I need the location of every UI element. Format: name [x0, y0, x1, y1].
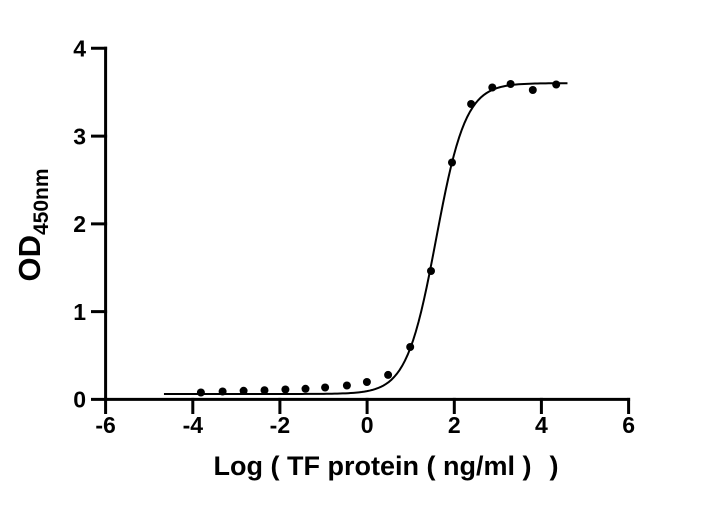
- svg-text:4: 4: [535, 412, 548, 438]
- svg-text:-4: -4: [183, 412, 204, 438]
- svg-text:6: 6: [622, 412, 635, 438]
- svg-text:0: 0: [361, 412, 374, 438]
- svg-text:2: 2: [448, 412, 461, 438]
- svg-text:2: 2: [73, 211, 86, 237]
- svg-text:Log ( TF protein ( ng/ml )): Log ( TF protein ( ng/ml )): [214, 451, 559, 481]
- svg-text:0: 0: [73, 387, 86, 413]
- svg-text:3: 3: [73, 123, 86, 149]
- svg-text:-2: -2: [270, 412, 290, 438]
- svg-text:4: 4: [73, 36, 86, 62]
- svg-text:-6: -6: [95, 412, 115, 438]
- svg-text:1: 1: [73, 299, 86, 325]
